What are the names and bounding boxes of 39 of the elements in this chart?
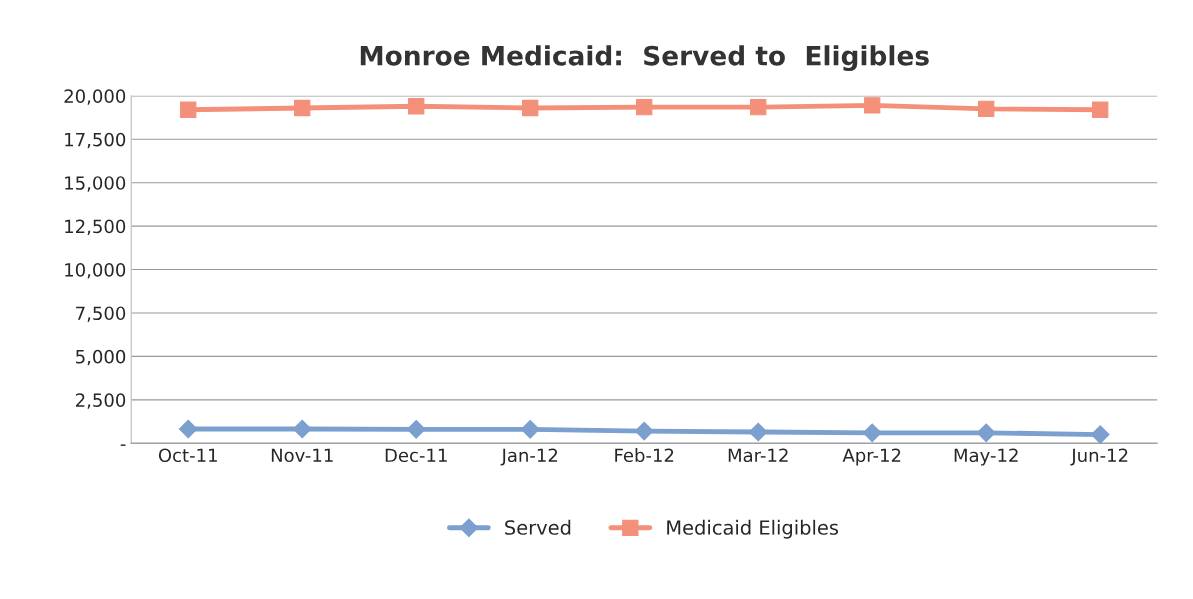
point (520, 420, 540, 439)
point (634, 421, 654, 441)
chart-title: Monroe Medicaid: Served to Eligibles (360, 45, 929, 71)
x-tick-label: Jun-12 (1070, 448, 1128, 466)
point (976, 423, 996, 443)
y-tick-label: 10,000 (65, 263, 126, 279)
point (748, 422, 768, 442)
y-tick-label: 2,500 (76, 393, 126, 409)
point (178, 419, 198, 439)
y-tick-label: 15,000 (65, 176, 126, 192)
point (978, 100, 995, 118)
point (1092, 101, 1109, 118)
legend-label: Medicaid Eligibles (667, 519, 839, 539)
x-tick-label: Oct-11 (158, 448, 217, 463)
x-tick-label: Apr-12 (842, 448, 901, 466)
x-tick-label: May-12 (954, 448, 1018, 466)
point (750, 98, 767, 116)
x-tick-label: Dec-11 (385, 448, 447, 463)
y-tick-label: - (120, 444, 126, 446)
point (864, 97, 881, 114)
y-tick-label: 5,000 (76, 349, 126, 366)
x-tick-label: Nov-11 (271, 448, 333, 463)
point (294, 99, 311, 117)
point (292, 419, 312, 439)
point (522, 99, 539, 117)
y-tick-label: 7,500 (76, 306, 126, 322)
point (408, 98, 425, 115)
point (180, 101, 197, 118)
x-tick-label: Feb-12 (615, 448, 674, 463)
x-tick-label: Jan-12 (500, 448, 558, 466)
point (406, 420, 426, 439)
point (862, 423, 882, 443)
x-tick-label: Mar-12 (728, 448, 788, 463)
y-tick-label: 17,500 (65, 132, 126, 149)
point (1090, 425, 1110, 444)
point (636, 98, 653, 116)
y-tick-label: 12,500 (65, 219, 126, 236)
y-tick-label: 20,000 (64, 89, 126, 105)
legend-label: Served (505, 519, 571, 535)
